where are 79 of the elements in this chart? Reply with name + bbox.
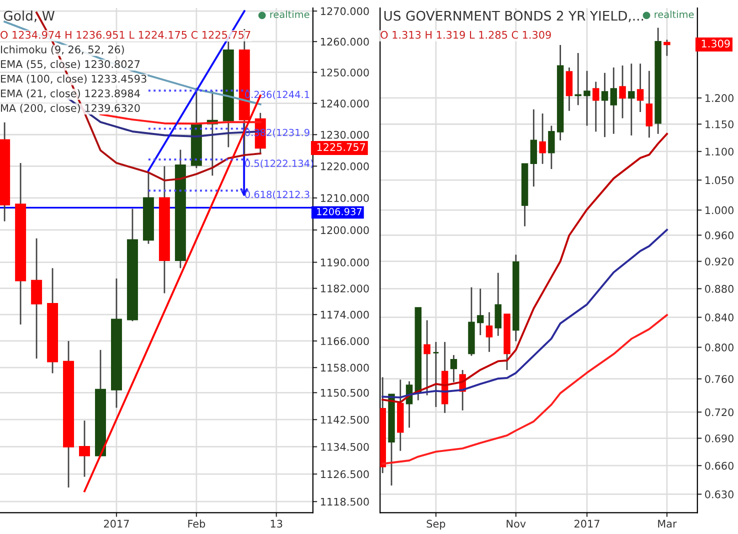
y-tick-label: 1220.000: [321, 162, 369, 170]
candlestick: [646, 70, 653, 138]
chart-title: US GOVERNMENT BONDS 2 YR YIELD,...: [384, 10, 644, 22]
candlestick: [494, 272, 502, 337]
y-tick-label: 0.760: [705, 375, 734, 383]
candlestick: [476, 288, 484, 336]
candlestick: [424, 320, 430, 396]
candlestick: [432, 341, 440, 408]
y-tick-label: 1150.500: [321, 388, 369, 397]
y-tick-label: 0.880: [705, 284, 734, 293]
y-tick-label: 1126.500: [321, 470, 369, 478]
candlestick: [548, 125, 555, 170]
y-tick-label: 1.150: [706, 120, 734, 128]
y-tick-label: 1134.500: [321, 442, 369, 451]
candlestick: [574, 52, 582, 106]
y-tick-label: 0.630: [705, 490, 734, 498]
y-tick-label: 1270.000: [321, 7, 369, 16]
annotation: EMA (21, close) 1223.8984: [1, 89, 140, 99]
ref-line-label: 1206.937: [317, 208, 362, 216]
y-tick-label: 1190.000: [321, 258, 369, 266]
candlestick: [450, 354, 458, 383]
x-tick-label: 13: [270, 520, 282, 528]
candlestick: [486, 312, 493, 353]
x-tick-label: 2017: [104, 520, 129, 528]
y-tick-label: 0.960: [705, 231, 734, 240]
candlestick: [601, 72, 608, 138]
x-tick-label: 2017: [574, 520, 600, 528]
annotation: O 1.313 H 1.319 L 1.285 C 1.309: [380, 30, 551, 39]
candlestick: [636, 62, 644, 113]
y-tick-label: 1118.500: [321, 498, 369, 506]
y-tick-label: 0.720: [705, 408, 734, 416]
y-tick-label: 0.800: [705, 344, 734, 352]
annotation: Ichimoku (9, 26, 52, 26): [1, 45, 124, 55]
y-tick-label: 1250.000: [321, 68, 369, 76]
annotation: ● realtime: [258, 10, 310, 20]
text: 1.309: [702, 40, 730, 48]
y-tick-label: 1200.000: [321, 226, 369, 234]
candlestick: [530, 108, 538, 188]
annotation: O 1234.974 H 1236.951 L 1224.175 C 1225.757: [0, 30, 250, 39]
x-tick-label: Feb: [188, 520, 206, 528]
y-tick-label: 0.840: [705, 314, 734, 322]
y-tick-label: 1182.000: [321, 284, 369, 292]
line-series: [382, 314, 668, 465]
y-tick-label: 0.920: [705, 258, 734, 266]
annotation: EMA (55, close) 1230.8027: [1, 60, 140, 70]
y-tick-label: 1142.500: [321, 416, 369, 424]
y-tick-label: 0.690: [705, 434, 734, 442]
candlestick: [79, 420, 90, 478]
y-tick-label: 1230.000: [321, 130, 369, 139]
candlestick: [31, 238, 42, 360]
y-tick-label: 1.100: [706, 148, 734, 156]
candlestick: [619, 64, 626, 119]
chart-title: Gold, W: [4, 10, 54, 22]
x-tick-label: Mar: [658, 520, 677, 528]
annotation: MA (200, close) 1239.6320: [1, 104, 140, 114]
y-tick-label: 1174.000: [321, 310, 369, 319]
y-tick-label: 1166.000: [321, 337, 369, 346]
y-tick-label: 1158.000: [321, 364, 369, 372]
candlestick: [539, 112, 546, 165]
candlestick: [628, 62, 635, 136]
y-tick-label: 1.200: [706, 94, 734, 102]
candlestick: [566, 66, 573, 112]
y-tick-label: 1240.000: [321, 100, 369, 108]
x-tick-label: Nov: [506, 520, 526, 528]
y-tick-label: 0.660: [705, 462, 734, 470]
y-tick-label: 1.000: [706, 206, 734, 214]
y-tick-label: 1260.000: [321, 38, 369, 46]
candlestick: [584, 70, 590, 126]
annotation: ● realtime: [642, 10, 694, 20]
text: 1225.757: [317, 143, 366, 151]
line-series: [382, 132, 668, 404]
annotation: 0.618(1212.3: [245, 190, 310, 200]
x-tick-label: Sep: [426, 520, 446, 530]
candlestick: [664, 39, 670, 57]
y-tick-label: 1210.000: [321, 194, 369, 202]
y-tick-label: 1.050: [706, 176, 734, 184]
candlestick: [610, 66, 617, 135]
candlestick: [592, 81, 600, 132]
annotation: EMA (100, close) 1233.4593: [1, 74, 146, 84]
